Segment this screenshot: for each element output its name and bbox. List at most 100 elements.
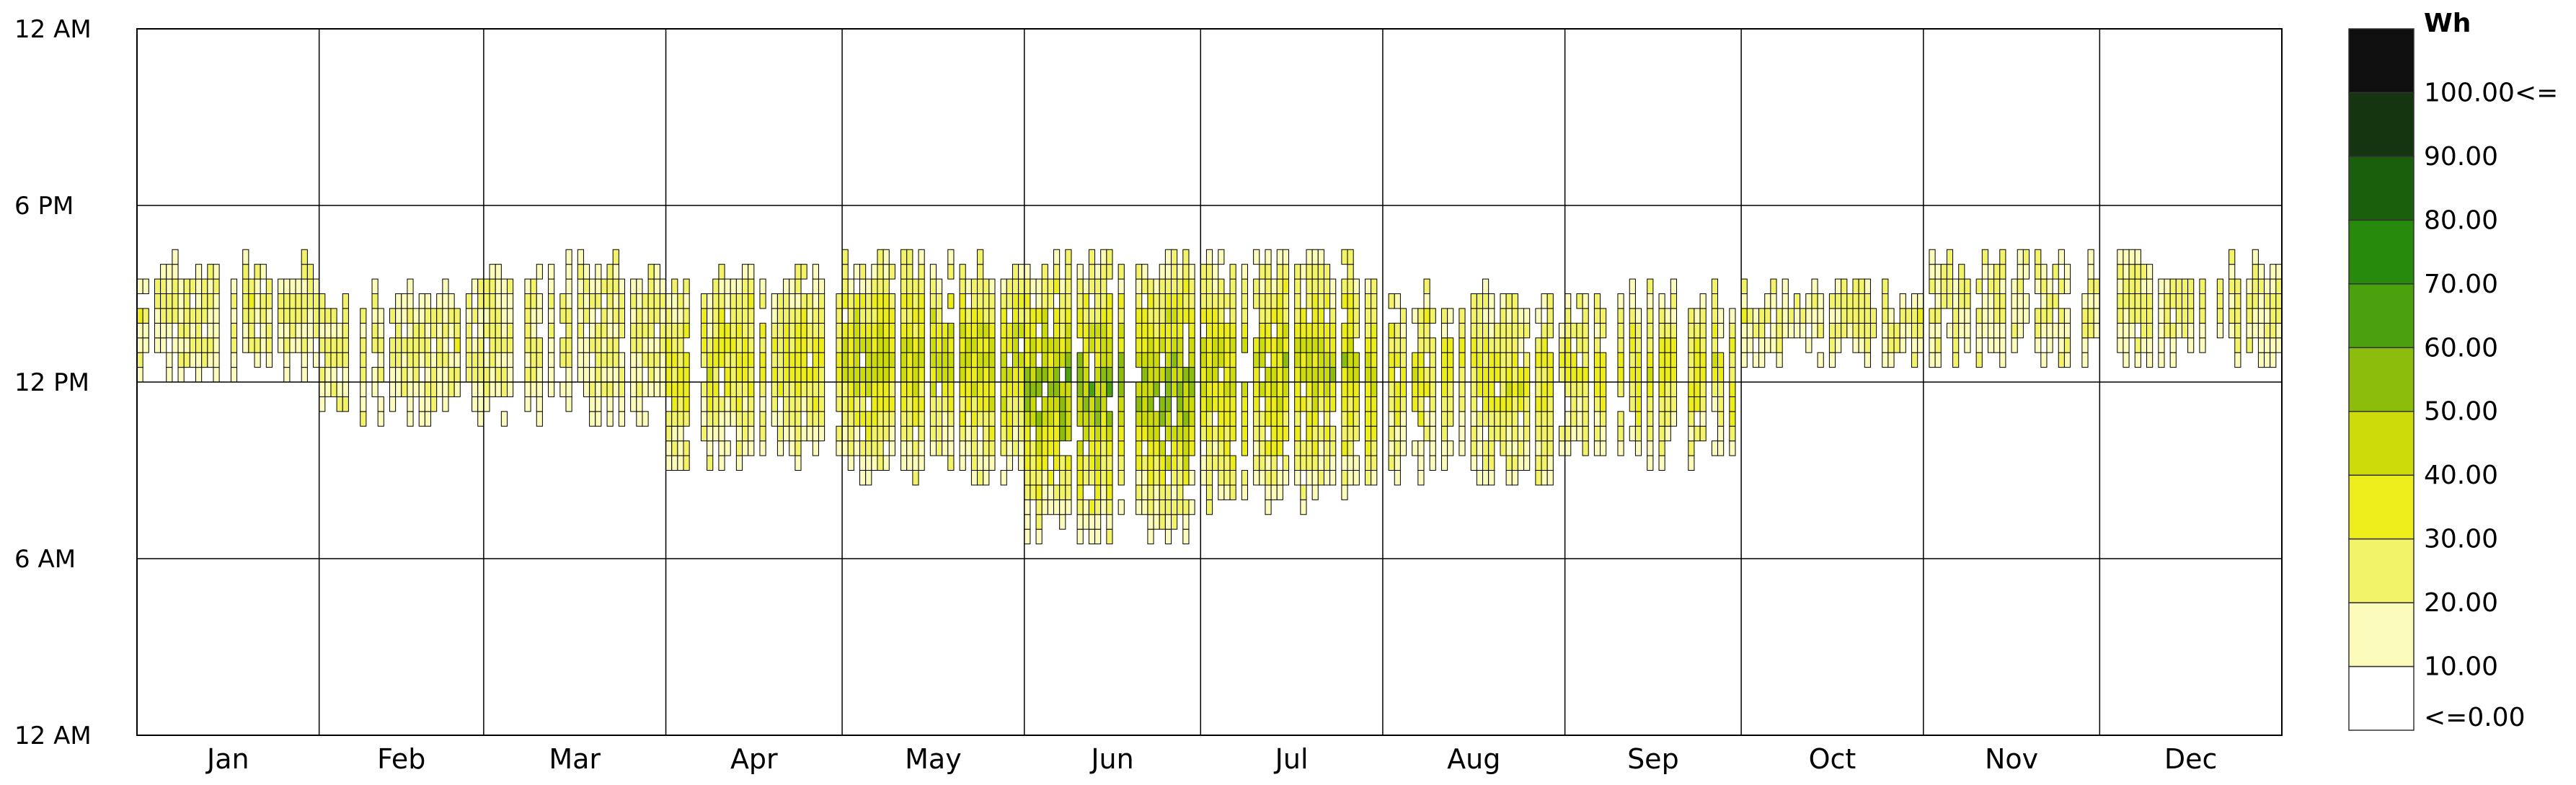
heatmap-cell (1517, 381, 1525, 397)
heatmap-cell (841, 337, 849, 353)
heatmap-cell (900, 278, 908, 294)
heatmap-cell (1141, 484, 1148, 500)
heatmap-cell (319, 396, 326, 412)
heatmap-cell (1205, 249, 1213, 265)
heatmap-cell (1329, 455, 1337, 471)
heatmap-cell (1136, 470, 1143, 486)
heatmap-cell (988, 278, 996, 294)
heatmap-cell (771, 381, 778, 397)
heatmap-cell (1223, 470, 1231, 486)
heatmap-cell (565, 249, 572, 265)
heatmap-cell (1882, 337, 1889, 353)
heatmap-cell (1012, 411, 1019, 427)
heatmap-cell (1570, 411, 1577, 427)
heatmap-cell (1758, 308, 1766, 324)
heatmap-cell (1647, 278, 1654, 294)
heatmap-cell (2234, 337, 2241, 353)
heatmap-cell (1041, 308, 1048, 324)
heatmap-cell (489, 381, 496, 397)
heatmap-cell (742, 396, 749, 412)
heatmap-cell (2140, 337, 2148, 353)
heatmap-cell (1805, 337, 1813, 353)
heatmap-cell (1153, 514, 1160, 530)
heatmap-cell (1100, 293, 1107, 309)
heatmap-cell (477, 396, 484, 412)
heatmap-cell (1200, 352, 1207, 368)
heatmap-cell (342, 293, 349, 309)
heatmap-cell (548, 293, 555, 309)
heatmap-cell (1164, 308, 1172, 324)
heatmap-cell (1088, 308, 1096, 324)
heatmap-cell (1347, 264, 1354, 280)
heatmap-cell (789, 411, 796, 427)
heatmap-cell (477, 308, 484, 324)
heatmap-cell (2081, 352, 2089, 368)
heatmap-cell (888, 440, 895, 456)
heatmap-cell (1276, 470, 1283, 486)
heatmap-cell (1188, 381, 1195, 397)
heatmap-cell (1869, 322, 1877, 339)
heatmap-cell (1000, 440, 1007, 456)
heatmap-cell (1212, 455, 1219, 471)
heatmap-cell (166, 367, 173, 383)
heatmap-cell (836, 396, 843, 412)
heatmap-cell (724, 381, 731, 397)
heatmap-cell (1035, 293, 1043, 309)
heatmap-cell (1488, 396, 1495, 412)
heatmap-cell (1347, 425, 1354, 442)
heatmap-cell (1141, 308, 1148, 324)
heatmap-cell (1024, 425, 1031, 442)
heatmap-cell (1041, 499, 1048, 515)
heatmap-cell (601, 278, 608, 294)
x-tick-label: May (905, 743, 962, 775)
heatmap-cell (1899, 308, 1906, 324)
heatmap-cell (2264, 278, 2271, 294)
heatmap-cell (313, 308, 320, 324)
heatmap-cell (1429, 337, 1436, 353)
legend-label: 60.00 (2424, 333, 2498, 363)
heatmap-cell (671, 278, 678, 294)
heatmap-cell (1629, 278, 1636, 294)
heatmap-cell (606, 293, 614, 309)
heatmap-cell (1905, 322, 1913, 339)
heatmap-cell (659, 337, 667, 353)
heatmap-cell (912, 381, 919, 397)
heatmap-cell (506, 293, 514, 309)
heatmap-cell (2093, 322, 2100, 339)
heatmap-cell (1317, 425, 1324, 442)
heatmap-cell (2246, 308, 2253, 324)
heatmap-cell (665, 411, 673, 427)
heatmap-cell (1729, 352, 1736, 368)
heatmap-cell (1546, 367, 1554, 383)
heatmap-cell (1136, 308, 1143, 324)
heatmap-cell (1353, 470, 1360, 486)
heatmap-cell (800, 396, 807, 412)
heatmap-cell (947, 396, 955, 412)
heatmap-cell (465, 308, 473, 324)
heatmap-cell (1776, 322, 1783, 339)
heatmap-cell (812, 322, 819, 339)
heatmap-cell (1205, 425, 1213, 442)
heatmap-cell (970, 337, 978, 353)
heatmap-cell (1459, 352, 1466, 368)
heatmap-cell (1699, 381, 1707, 397)
heatmap-cell (1664, 352, 1671, 368)
heatmap-cell (1147, 514, 1154, 530)
heatmap-cell (1658, 411, 1665, 427)
heatmap-cell (2270, 264, 2277, 280)
heatmap-cell (1864, 293, 1871, 309)
heatmap-cell (1088, 322, 1096, 339)
heatmap-cell (783, 322, 790, 339)
heatmap-cell (865, 455, 872, 471)
heatmap-cell (1065, 264, 1072, 280)
heatmap-cell (136, 308, 143, 324)
heatmap-cell (360, 322, 367, 339)
heatmap-cell (1999, 249, 2006, 265)
heatmap-cell (1717, 425, 1725, 442)
heatmap-cell (1164, 484, 1172, 500)
heatmap-cell (195, 278, 203, 294)
heatmap-cell (1440, 337, 1448, 353)
heatmap-cell (1364, 308, 1372, 324)
heatmap-cell (1364, 337, 1372, 353)
heatmap-cell (1470, 381, 1477, 397)
